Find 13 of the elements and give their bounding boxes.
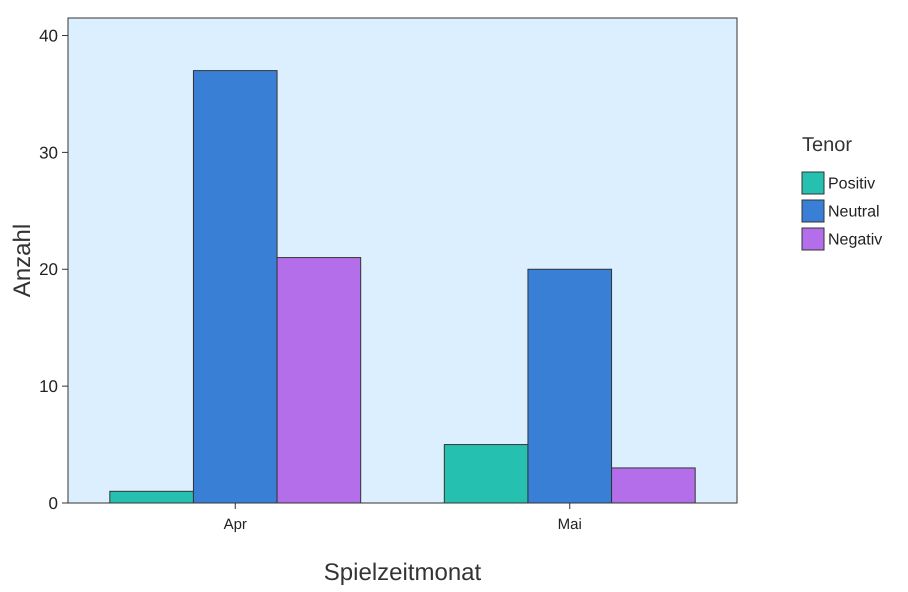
y-tick-label: 20: [39, 260, 58, 280]
y-tick-label: 10: [39, 377, 58, 396]
y-tick-label: 0: [48, 494, 58, 513]
legend-title: Tenor: [802, 134, 852, 156]
legend-label: Neutral: [828, 204, 880, 221]
legend-label: Positiv: [828, 176, 876, 193]
legend-label: Negativ: [828, 232, 882, 249]
y-axis-title: Anzahl: [9, 224, 36, 298]
x-axis-title: Spielzeitmonat: [324, 559, 482, 586]
x-tick-label: Mai: [558, 516, 582, 533]
y-tick-label: 40: [39, 26, 58, 46]
y-tick-label: 30: [39, 143, 58, 162]
x-tick-label: Apr: [224, 516, 247, 533]
